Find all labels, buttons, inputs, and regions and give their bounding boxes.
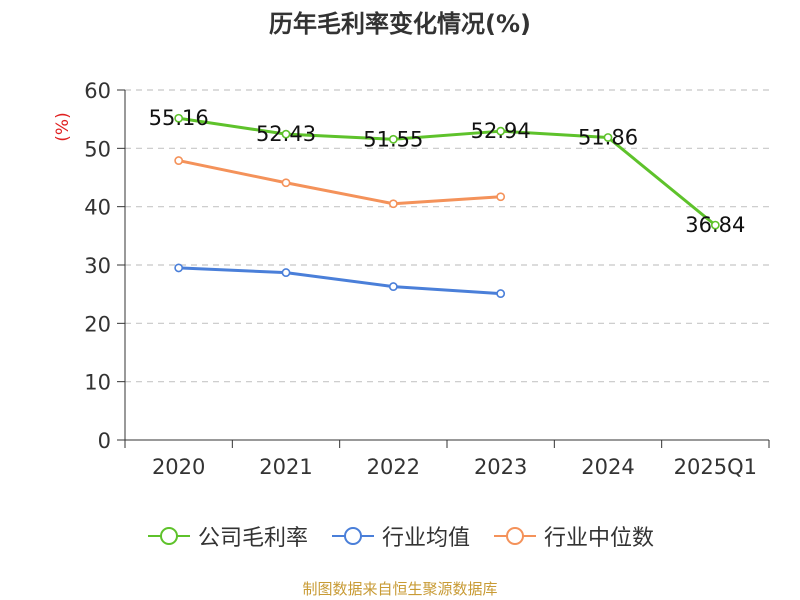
data-labels: 55.16 52.43 51.55 52.94 51.86 36.84	[149, 106, 746, 237]
y-tick-label: 30	[84, 254, 111, 278]
y-tick-label: 50	[84, 137, 111, 161]
source-note: 制图数据来自恒生聚源数据库	[302, 580, 498, 598]
x-tick-label: 2024	[581, 455, 634, 479]
data-point	[496, 289, 506, 298]
data-label: 51.86	[578, 125, 638, 149]
x-tick-label: 2022	[367, 455, 420, 479]
data-point	[496, 192, 506, 202]
series-line-2	[178, 159, 501, 206]
data-point	[174, 263, 184, 273]
y-tick-label: 60	[84, 79, 111, 103]
gridlines	[125, 89, 769, 383]
legend-line-marker-icon	[147, 527, 190, 545]
series-line-1	[178, 266, 501, 296]
legend-item-company-gross-margin[interactable]: 公司毛利率	[146, 520, 308, 552]
axes: 0 10 20 30 40 50 60 2020 2021 2022 2023 2024 2025Q1 (…	[53, 79, 770, 479]
data-label: 51.55	[363, 127, 423, 151]
data-point	[388, 199, 398, 209]
legend-item-industry-average[interactable]: 行业均值	[330, 520, 470, 552]
data-point	[281, 178, 291, 188]
chart-title: 历年毛利率变化情况(%)	[269, 10, 531, 38]
y-tick-label: 20	[84, 312, 111, 336]
legend-label: 行业中位数	[544, 526, 655, 551]
data-label: 55.16	[149, 106, 209, 130]
legend: 公司毛利率 行业均值 行业中位数	[0, 520, 800, 552]
x-tick-label: 2023	[474, 455, 527, 479]
legend-line-marker-icon	[494, 527, 536, 545]
x-tick-label: 2025Q1	[674, 455, 757, 479]
y-tick-label: 10	[84, 371, 111, 395]
legend-label: 公司毛利率	[197, 526, 308, 551]
series	[174, 113, 720, 298]
y-tick-label: 0	[98, 429, 111, 453]
y-tick-label: 40	[84, 196, 111, 220]
series-line-0	[178, 116, 717, 227]
x-tick-label: 2020	[152, 455, 205, 479]
data-point	[496, 126, 506, 136]
data-point	[710, 220, 720, 230]
data-point	[281, 129, 291, 139]
y-axis-label: (%)	[53, 112, 73, 141]
data-point	[174, 156, 184, 165]
x-tick-label: 2021	[259, 455, 312, 479]
legend-item-industry-median[interactable]: 行业中位数	[492, 520, 654, 552]
data-point	[603, 133, 613, 142]
data-point	[388, 282, 398, 291]
data-point	[174, 113, 184, 123]
data-label: 36.84	[685, 213, 745, 237]
data-point	[281, 268, 291, 277]
data-label: 52.43	[256, 122, 316, 146]
legend-line-marker-icon	[331, 527, 374, 545]
data-point	[388, 134, 398, 144]
legend-label: 行业均值	[381, 526, 470, 551]
data-label: 52.94	[471, 119, 531, 143]
